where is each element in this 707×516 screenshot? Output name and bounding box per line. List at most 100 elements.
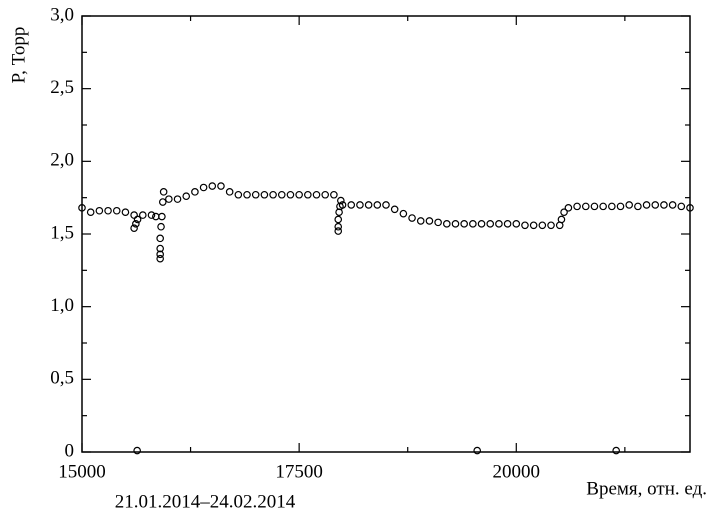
y-axis-title: P, Торр [8,27,29,84]
data-point [152,212,160,221]
data-point [469,220,477,228]
data-point [78,204,86,212]
y-tick-label: 1,0 [50,295,74,316]
y-tick-label: 0,5 [50,368,74,389]
data-point [251,190,260,199]
data-point [217,182,225,190]
data-point [590,202,599,211]
data-point [191,188,199,196]
y-tick-label: 2,0 [50,150,74,171]
data-point [277,190,286,199]
x-tick-label: 15000 [58,461,106,482]
data-point [334,215,343,224]
data-point [133,446,141,455]
data-point [651,201,660,209]
data-point [95,206,104,215]
data-point [147,211,156,219]
data-point [686,204,694,212]
data-point [295,190,303,199]
data-point [334,222,343,231]
data-point [173,195,182,203]
data-point [130,211,138,219]
data-point [139,211,147,219]
data-point [538,221,547,230]
data-point [304,190,312,199]
data-point [364,201,373,209]
data-point [460,220,468,228]
data-point [660,201,668,209]
data-point [564,204,573,212]
data-point [503,220,512,228]
y-tick-label: 0 [65,440,75,461]
x-tick-label: 20000 [493,461,541,482]
data-point [121,208,130,217]
data-point [495,220,503,228]
data-point [132,220,140,228]
data-point [442,220,451,228]
data-point [547,221,555,230]
data-point [347,201,356,209]
data-point [599,202,607,211]
data-point [560,208,568,217]
data-point [338,201,347,209]
data-point [158,212,166,221]
data-point [668,201,677,209]
data-point [159,188,168,196]
data-point [86,208,95,217]
data-point [156,254,164,263]
data-point [199,183,208,192]
y-tick-label: 2,5 [50,77,74,98]
data-point [260,190,269,199]
data-point [529,221,538,230]
data-point [625,201,634,209]
data-point [473,446,482,455]
data-point [557,215,566,224]
data-point [373,201,382,209]
y-tick-label: 3,0 [50,4,74,25]
data-point [616,202,625,211]
y-tick-label: 1,5 [50,222,74,243]
data-point [521,221,529,230]
data-point [112,206,121,215]
subtitle: 21.01.2014–24.02.2014 [115,491,296,512]
data-point [642,201,651,209]
data-point [573,202,581,211]
data-point [182,192,191,201]
x-axis-title: Время, отн. ед. [586,478,707,499]
data-point [390,205,399,214]
data-point [512,220,521,228]
data-point [634,202,642,211]
data-point [156,244,164,253]
data-point [312,190,321,199]
data-point [477,220,486,228]
data-point [225,188,234,196]
x-tick-label: 17500 [275,461,323,482]
data-point [321,190,330,199]
data-point [156,234,164,243]
data-point [356,201,364,209]
data-point [208,182,217,190]
data-point [157,222,165,231]
data-point [104,206,112,215]
data-point [243,190,251,199]
data-point [677,202,686,211]
plot-frame [81,15,691,453]
data-point [382,201,390,209]
data-point [434,218,442,227]
data-point [234,190,243,199]
data-point [165,195,173,203]
data-point [269,190,277,199]
data-point [486,220,495,228]
data-point [451,220,460,228]
data-point [608,202,616,211]
data-point [408,214,416,222]
data-point [337,196,345,205]
data-point [612,446,620,455]
data-point [330,190,338,199]
data-point [130,224,138,232]
data-point [158,198,167,206]
data-point [581,202,590,211]
data-point [416,217,425,225]
